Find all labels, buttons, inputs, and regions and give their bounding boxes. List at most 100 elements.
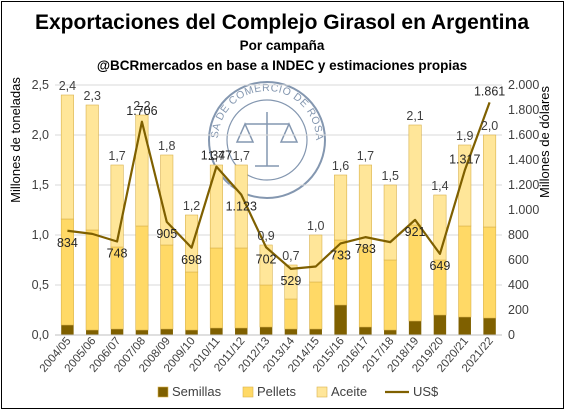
seal-scales-icon (235, 112, 299, 167)
bar-aceite-5 (185, 214, 199, 273)
bar-semillas-2 (110, 329, 124, 335)
y-left-tick-label: 1,5 (32, 178, 49, 192)
legend-label-semillas: Semillas (172, 384, 222, 399)
bar-pellets-8 (259, 284, 273, 328)
line-value-label-14: 921 (405, 225, 426, 239)
bar-total-label-9: 0,7 (282, 249, 299, 263)
y-right-tick-label: 1.200 (508, 178, 539, 192)
bar-total-label-12: 1,7 (357, 149, 374, 163)
y-right-tick-label: 2.000 (508, 78, 539, 92)
line-value-label-15: 649 (429, 259, 450, 273)
bar-semillas-5 (185, 330, 198, 335)
y-axis-right-label: Millones de dólares (537, 86, 552, 199)
y-right-tick-label: 800 (508, 228, 529, 242)
stacked-bars (60, 94, 497, 335)
bar-pellets-7 (234, 247, 248, 329)
bar-aceite-9 (284, 264, 298, 300)
bar-semillas-0 (61, 325, 74, 335)
y-right-tick-label: 1.000 (508, 203, 539, 217)
bar-total-label-10: 1,0 (307, 219, 324, 233)
bar-total-label-2: 1,7 (108, 149, 125, 163)
bar-pellets-1 (85, 229, 99, 331)
bar-semillas-15 (433, 315, 447, 335)
chart-svg: Exportaciones del Complejo Girasol en Ar… (0, 0, 552, 399)
legend: Semillas Pellets Aceite US$ (157, 384, 439, 399)
usd-line (67, 102, 491, 270)
bar-total-label-7: 1,7 (233, 149, 250, 163)
y-right-tick-label: 1.600 (508, 128, 539, 142)
y-right-tick-label: 1.400 (508, 153, 539, 167)
bar-aceite-3 (135, 114, 149, 227)
bar-aceite-10 (309, 234, 323, 283)
y-left-tick-label: 2,0 (32, 128, 49, 142)
bar-aceite-6 (209, 164, 223, 249)
bar-semillas-4 (160, 329, 173, 335)
bar-semillas-17 (483, 318, 496, 335)
bar-semillas-11 (334, 305, 347, 335)
line-value-label-3: 1.706 (126, 104, 157, 118)
y-left-tick-label: 2,5 (32, 78, 49, 92)
line-value-label-6: 1.347 (201, 149, 232, 163)
bar-pellets-5 (185, 271, 199, 331)
bar-total-label-11: 1,6 (332, 159, 349, 173)
y-axis-left-label: Millones de toneladas (8, 77, 23, 203)
legend-label-usd: US$ (413, 384, 439, 399)
legend-swatch-aceite (316, 386, 328, 398)
bar-total-label-3: 2,2 (133, 99, 150, 113)
line-value-label-12: 783 (355, 242, 376, 256)
bar-total-label-14: 2,1 (406, 109, 423, 123)
usd-series-line (67, 102, 491, 270)
bar-total-label-4: 1,8 (158, 139, 175, 153)
bar-aceite-13 (383, 184, 397, 261)
bar-total-label-13: 1,5 (382, 169, 399, 183)
bar-total-label-17: 2,0 (481, 119, 498, 133)
y-right-tick-label: 600 (508, 253, 529, 267)
bar-pellets-16 (458, 225, 472, 318)
bar-pellets-10 (309, 281, 323, 330)
bar-total-label-15: 1,4 (431, 179, 448, 193)
legend-label-pellets: Pellets (257, 384, 297, 399)
bar-semillas-7 (235, 328, 248, 335)
y-right-tick-label: 1.800 (508, 103, 539, 117)
line-value-label-4: 905 (156, 227, 177, 241)
y-left-tick-label: 1,0 (32, 228, 49, 242)
y-left-tick-label: 0,0 (32, 328, 49, 342)
bar-total-label-8: 0,9 (257, 229, 274, 243)
seal-inner-ring (226, 99, 308, 181)
bar-pellets-13 (383, 259, 397, 331)
bar-total-label-6: 1,7 (208, 149, 225, 163)
y-right-tick-label: 200 (508, 303, 529, 317)
bar-semillas-1 (86, 330, 99, 335)
line-value-label-7: 1.123 (226, 200, 257, 214)
line-value-label-9: 529 (280, 274, 301, 288)
bar-pellets-3 (135, 225, 149, 331)
bar-pellets-9 (284, 298, 298, 330)
bar-aceite-12 (358, 164, 372, 248)
bar-aceite-17 (483, 134, 497, 228)
bar-semillas-13 (384, 330, 397, 335)
bar-aceite-2 (110, 164, 124, 248)
y-right-tick-label: 400 (508, 278, 529, 292)
bar-semillas-6 (210, 328, 223, 335)
bar-total-label-0: 2,4 (59, 79, 76, 93)
y-right-tick-label: 0 (508, 328, 515, 342)
bar-pellets-14 (408, 224, 422, 322)
chart-source-note: @BCRmercados en base a INDEC y estimacio… (97, 58, 467, 73)
line-value-label-2: 748 (107, 247, 128, 261)
bar-aceite-11 (334, 174, 348, 241)
bar-aceite-14 (408, 124, 422, 226)
bar-total-label-16: 1,9 (456, 129, 473, 143)
line-value-label-16: 1.317 (449, 152, 480, 166)
bar-pellets-4 (160, 244, 174, 330)
bar-semillas-8 (259, 327, 273, 335)
line-value-label-0: 834 (57, 236, 78, 250)
bar-aceite-16 (458, 144, 472, 227)
bar-pellets-6 (209, 247, 223, 329)
bar-semillas-9 (284, 329, 298, 335)
bar-semillas-14 (408, 321, 422, 335)
legend-swatch-pellets (242, 386, 254, 398)
bar-semillas-12 (359, 327, 372, 335)
bar-semillas-3 (135, 330, 149, 335)
bar-semillas-16 (458, 317, 471, 335)
